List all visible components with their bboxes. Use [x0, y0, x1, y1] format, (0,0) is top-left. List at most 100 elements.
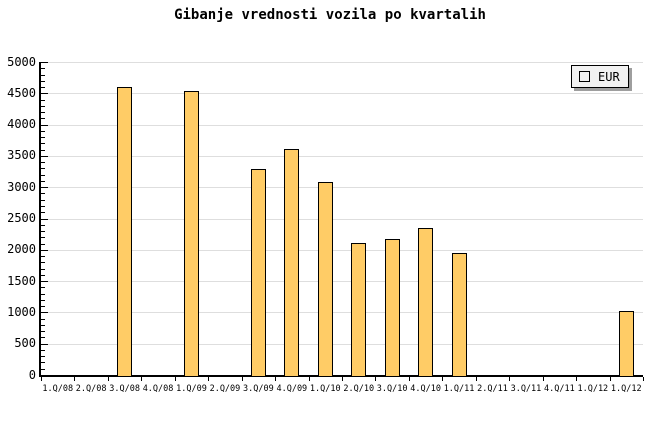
y-axis-minor-tick — [41, 74, 45, 76]
y-axis-major-tick — [41, 343, 48, 345]
x-axis-tick — [241, 377, 243, 381]
y-axis-major-tick — [41, 124, 48, 126]
y-axis-minor-tick — [41, 324, 45, 326]
y-axis-label: 2000 — [7, 242, 36, 257]
x-axis-label: 2.Q/09 — [209, 384, 241, 394]
y-axis-minor-tick — [41, 293, 45, 295]
y-axis-minor-tick — [41, 118, 45, 120]
x-axis-tick — [342, 377, 343, 381]
x-axis-label: 3.Q/09 — [243, 384, 274, 394]
y-axis-major-tick — [41, 249, 48, 251]
gridline — [41, 93, 643, 95]
x-axis-tick — [74, 377, 76, 381]
y-axis-minor-tick — [41, 356, 45, 358]
y-axis-label: 4000 — [7, 117, 36, 132]
bar — [618, 310, 634, 376]
bar — [418, 227, 434, 376]
x-axis-label: 3.Q/11 — [510, 384, 542, 394]
x-axis-tick — [576, 377, 578, 381]
x-axis-label: 4.Q/10 — [410, 384, 441, 394]
y-axis-minor-tick — [41, 331, 45, 333]
x-axis-tick — [442, 377, 444, 381]
gridline — [41, 62, 643, 63]
y-axis-minor-tick — [41, 80, 45, 82]
y-axis-minor-tick — [41, 337, 45, 339]
y-axis-minor-tick — [41, 137, 45, 139]
x-axis-label: 3.Q/10 — [376, 384, 408, 394]
bar — [384, 238, 400, 376]
y-axis-minor-tick — [41, 212, 45, 214]
y-axis-minor-tick — [41, 306, 45, 308]
y-axis-label: 4500 — [7, 85, 36, 100]
chart-title: Gibanje vrednosti vozila po kvartalih — [174, 7, 486, 23]
y-axis-minor-tick — [41, 274, 45, 276]
gridline — [41, 155, 643, 157]
bar — [317, 181, 333, 376]
y-axis-minor-tick — [41, 205, 45, 207]
gridline — [41, 218, 643, 220]
x-axis-label: 4.Q/09 — [276, 384, 308, 394]
x-axis-label: 1.Q/12 — [577, 384, 609, 394]
y-axis-minor-tick — [41, 299, 45, 301]
x-axis-tick — [408, 377, 410, 381]
y-axis-minor-tick — [41, 143, 45, 145]
y-axis-minor-tick — [41, 112, 45, 114]
x-axis-tick — [475, 377, 477, 381]
y-axis-label: 2500 — [7, 211, 36, 225]
y-axis-label: 3500 — [7, 148, 36, 163]
x-axis-label: 4.Q/11 — [544, 384, 575, 394]
y-axis-minor-tick — [41, 68, 45, 70]
bar — [184, 91, 199, 376]
gridline — [41, 343, 643, 345]
y-axis-major-tick — [41, 312, 48, 314]
x-axis-tick — [308, 377, 310, 381]
x-axis-tick — [174, 377, 176, 381]
legend-swatch-eur — [579, 71, 590, 82]
x-axis-label: 1.Q/08 — [42, 384, 74, 394]
y-axis-minor-tick — [41, 180, 45, 182]
y-axis-minor-tick — [41, 168, 45, 170]
y-axis-major-tick — [41, 93, 48, 95]
y-axis-label: 1000 — [7, 304, 36, 319]
y-axis-minor-tick — [41, 318, 45, 320]
x-axis-tick — [208, 377, 210, 381]
y-axis-minor-tick — [41, 368, 45, 370]
y-axis-major-tick — [41, 281, 48, 283]
x-axis-label: 4.Q/08 — [142, 384, 174, 394]
y-axis-minor-tick — [41, 287, 45, 289]
x-axis-label: 1.Q/12 — [610, 384, 642, 394]
bar — [451, 252, 467, 376]
bar — [117, 86, 133, 376]
x-axis-label: 2.Q/11 — [477, 384, 508, 394]
gridline — [41, 249, 643, 251]
y-axis-label: 3000 — [7, 179, 36, 194]
y-axis-minor-tick — [41, 231, 45, 233]
y-axis-minor-tick — [41, 193, 45, 195]
gridline — [41, 312, 643, 314]
bar — [351, 243, 367, 376]
y-axis-minor-tick — [41, 105, 45, 107]
y-axis-major-tick — [41, 155, 48, 157]
y-axis-minor-tick — [41, 224, 45, 226]
x-axis-tick — [41, 377, 42, 381]
legend-label-eur: EUR — [598, 69, 620, 84]
x-axis-tick — [509, 377, 511, 381]
y-axis-label: 0 — [28, 367, 36, 382]
x-axis-label: 2.Q/10 — [343, 384, 375, 394]
x-axis-tick — [643, 377, 644, 381]
y-axis-minor-tick — [41, 87, 45, 89]
y-axis-label: 5000 — [7, 54, 36, 69]
y-axis-minor-tick — [41, 199, 45, 201]
y-axis-minor-tick — [41, 349, 45, 351]
legend-box: EUR — [571, 65, 629, 88]
bar — [250, 169, 266, 376]
y-axis-minor-tick — [41, 262, 45, 264]
y-axis-minor-tick — [41, 149, 45, 151]
x-axis-tick — [107, 377, 109, 381]
x-axis-label: 1.Q/09 — [176, 384, 207, 394]
x-axis-tick — [141, 377, 143, 381]
y-axis-line — [39, 62, 41, 377]
y-axis-minor-tick — [41, 162, 45, 164]
y-axis-major-tick — [41, 218, 48, 220]
x-axis-line — [39, 375, 643, 377]
